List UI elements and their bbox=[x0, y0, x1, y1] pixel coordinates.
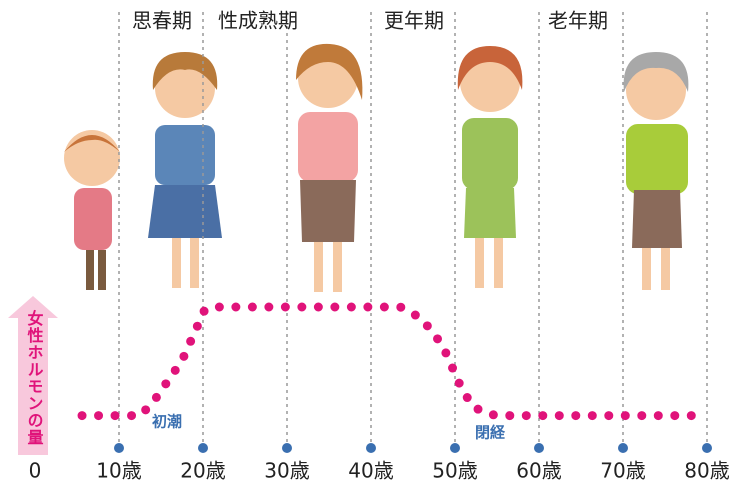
annotation: 閉経 bbox=[475, 424, 506, 442]
illustrations bbox=[64, 44, 688, 292]
chart: 女性ホルモンの量 010歳20歳30歳40 bbox=[0, 0, 736, 485]
x-tick-label: 10歳 bbox=[96, 459, 141, 483]
x-tick-mark bbox=[198, 443, 208, 453]
y-axis-label: 女性ホルモンの量 bbox=[25, 309, 44, 446]
x-tick-mark bbox=[702, 443, 712, 453]
x-tick-label: 60歳 bbox=[516, 459, 561, 483]
x-tick-mark bbox=[366, 443, 376, 453]
person-illustration bbox=[624, 52, 689, 290]
x-tick-mark bbox=[618, 443, 628, 453]
x-tick-label: 30歳 bbox=[264, 459, 309, 483]
x-tick-label: 50歳 bbox=[432, 459, 477, 483]
x-tick-mark bbox=[282, 443, 292, 453]
stage-label: 思春期 bbox=[132, 9, 192, 33]
x-tick-mark bbox=[450, 443, 460, 453]
person-illustration bbox=[64, 130, 120, 290]
stage-label: 老年期 bbox=[548, 9, 608, 33]
person-illustration bbox=[148, 52, 222, 288]
annotation: 初潮 bbox=[152, 413, 182, 431]
person-illustration bbox=[296, 44, 362, 292]
x-tick-label: 70歳 bbox=[600, 459, 645, 483]
x-tick-label: 0 bbox=[29, 459, 42, 483]
stage-label: 性成熟期 bbox=[218, 9, 298, 33]
x-tick-mark bbox=[114, 443, 124, 453]
x-tick-label: 20歳 bbox=[180, 459, 225, 483]
hormone-line bbox=[82, 307, 707, 416]
stage-label: 更年期 bbox=[384, 9, 444, 33]
x-tick-label: 40歳 bbox=[348, 459, 393, 483]
x-tick-label: 80歳 bbox=[684, 459, 729, 483]
x-tick-mark bbox=[534, 443, 544, 453]
person-illustration bbox=[458, 46, 523, 288]
